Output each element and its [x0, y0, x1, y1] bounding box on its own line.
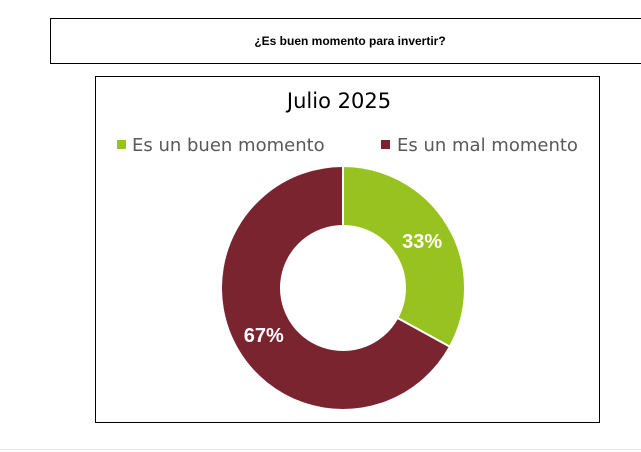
donut-slices [220, 164, 466, 411]
legend-label-bad: Es un mal momento [397, 135, 578, 156]
legend: Es un buen momento Es un mal momento [117, 135, 578, 156]
legend-swatch-good [117, 140, 126, 149]
chart-title: Julio 2025 [285, 89, 391, 113]
data-label-bad: 67% [244, 325, 284, 347]
question-header: ¿Es buen momento para invertir? [50, 18, 641, 64]
slice-bad [220, 164, 452, 411]
legend-entry-good: Es un buen momento [117, 135, 325, 156]
donut-data-labels: 33% 67% [244, 231, 443, 347]
data-label-good: 33% [402, 231, 442, 253]
slice-good [342, 164, 466, 349]
question-title: ¿Es buen momento para invertir? [254, 34, 446, 48]
chart-frame: Julio 2025 Es un buen momento Es un mal … [95, 76, 600, 423]
legend-entry-bad: Es un mal momento [381, 135, 578, 156]
legend-label-good: Es un buen momento [132, 135, 325, 156]
donut-chart: Julio 2025 Es un buen momento Es un mal … [117, 89, 578, 411]
bottom-divider [0, 449, 641, 450]
legend-swatch-bad [381, 140, 390, 149]
